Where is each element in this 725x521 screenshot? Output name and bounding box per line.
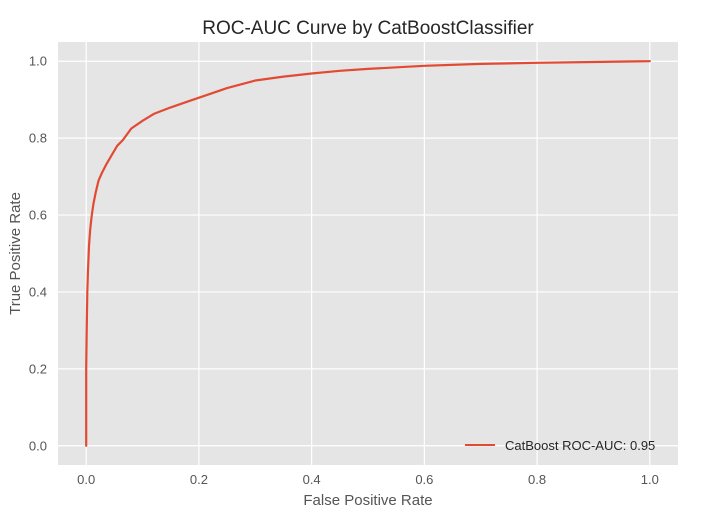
y-tick-label: 0.2	[29, 361, 47, 376]
x-tick-label: 0.4	[303, 472, 321, 487]
y-tick-label: 0.4	[29, 284, 47, 299]
y-tick-label: 0.0	[29, 438, 47, 453]
tick-labels: 0.0 0.2 0.4 0.6 0.8 1.0 0.0 0.2 0.4 0.6 0.8 1.0	[29, 54, 659, 487]
x-tick-label: 0.6	[415, 472, 433, 487]
y-tick-label: 0.6	[29, 208, 47, 223]
plot-area	[58, 42, 678, 465]
chart-title: ROC-AUC Curve by CatBoostClassifier	[202, 18, 534, 39]
legend: CatBoost ROC-AUC: 0.95	[465, 438, 655, 453]
y-tick-label: 0.8	[29, 131, 47, 146]
series-lines	[85, 60, 651, 447]
x-axis-label: False Positive Rate	[303, 492, 432, 509]
x-tick-label: 0.8	[528, 472, 546, 487]
legend-label: CatBoost ROC-AUC: 0.95	[505, 438, 655, 453]
grid-lines	[58, 42, 678, 465]
y-axis-label: True Positive Rate	[7, 192, 24, 315]
x-tick-label: 0.2	[190, 472, 208, 487]
x-tick-label: 0.0	[77, 472, 95, 487]
x-tick-label: 1.0	[641, 472, 659, 487]
roc-curve-line	[85, 60, 651, 447]
y-tick-label: 1.0	[29, 54, 47, 69]
